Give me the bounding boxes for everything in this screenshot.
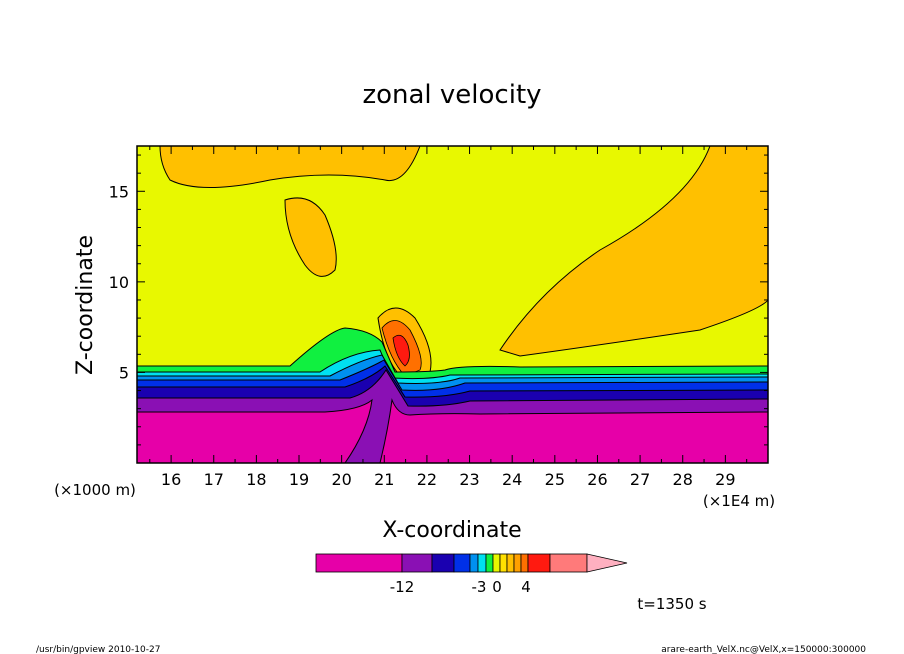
colorbar-segment bbox=[527, 553, 551, 573]
chart-title: zonal velocity bbox=[362, 80, 541, 110]
x-axis-label: X-coordinate bbox=[382, 518, 521, 543]
x-tick-label: 21 bbox=[374, 470, 394, 489]
colorbar-ticks: -12 -3 0 4 bbox=[390, 578, 531, 596]
y-tick-label: 10 bbox=[109, 273, 129, 292]
x-tick-label: 25 bbox=[545, 470, 565, 489]
x-tick-label: 20 bbox=[331, 470, 351, 489]
x-tick-label: 28 bbox=[673, 470, 693, 489]
y-tick-label: 5 bbox=[119, 363, 129, 382]
y-tick-label: 15 bbox=[109, 182, 129, 201]
colorbar-segment bbox=[315, 553, 403, 573]
region-orange-top-right bbox=[432, 146, 768, 357]
plot-frame bbox=[136, 145, 769, 464]
x-tick-label: 17 bbox=[204, 470, 224, 489]
x-unit-left: (×1000 m) bbox=[54, 481, 136, 499]
contour-field bbox=[137, 146, 768, 463]
colorbar-segment bbox=[506, 553, 515, 573]
band-magenta-right bbox=[379, 398, 768, 463]
x-tick-label: 18 bbox=[246, 470, 266, 489]
colorbar bbox=[315, 553, 628, 573]
colorbar-tick-label: 0 bbox=[492, 578, 502, 596]
region-orange-blob bbox=[284, 197, 337, 277]
colorbar-segment bbox=[453, 553, 471, 573]
footer-right: arare-earth_VelX.nc@VelX,x=150000:300000 bbox=[661, 645, 866, 654]
colorbar-segment bbox=[513, 553, 522, 573]
x-tick-label: 27 bbox=[630, 470, 650, 489]
time-annotation: t=1350 s bbox=[637, 595, 706, 613]
colorbar-segment bbox=[499, 553, 508, 573]
x-tick-label: 23 bbox=[459, 470, 479, 489]
colorbar-segment bbox=[431, 553, 455, 573]
x-tick-label: 29 bbox=[715, 470, 735, 489]
x-tick-label: 26 bbox=[587, 470, 607, 489]
colorbar-segment bbox=[401, 553, 433, 573]
colorbar-tick-label: 4 bbox=[521, 578, 531, 596]
colorbar-arrow bbox=[586, 553, 628, 573]
x-tick-label: 22 bbox=[417, 470, 437, 489]
region-red-core bbox=[392, 334, 410, 367]
colorbar-segment bbox=[520, 553, 529, 573]
x-unit-right: (×1E4 m) bbox=[703, 492, 775, 510]
colorbar-tick-label: -3 bbox=[472, 578, 487, 596]
colorbar-segment bbox=[492, 553, 501, 573]
band-magenta-left bbox=[137, 398, 373, 463]
x-tick-label: 19 bbox=[289, 470, 309, 489]
y-axis: 5 10 15 bbox=[109, 154, 768, 446]
x-tick-label: 16 bbox=[161, 470, 181, 489]
colorbar-tick-label: -12 bbox=[390, 578, 415, 596]
region-orange-top-left bbox=[159, 146, 421, 188]
colorbar-segment bbox=[477, 553, 487, 573]
x-tick-label: 24 bbox=[502, 470, 522, 489]
y-axis-label: Z-coordinate bbox=[73, 235, 98, 375]
colorbar-segment bbox=[469, 553, 479, 573]
colorbar-segment bbox=[549, 553, 588, 573]
x-axis: 16 17 18 19 20 21 22 23 24 25 26 27 28 29 bbox=[149, 146, 748, 489]
footer-left: /usr/bin/gpview 2010-10-27 bbox=[36, 645, 160, 654]
colorbar-segment bbox=[485, 553, 494, 573]
